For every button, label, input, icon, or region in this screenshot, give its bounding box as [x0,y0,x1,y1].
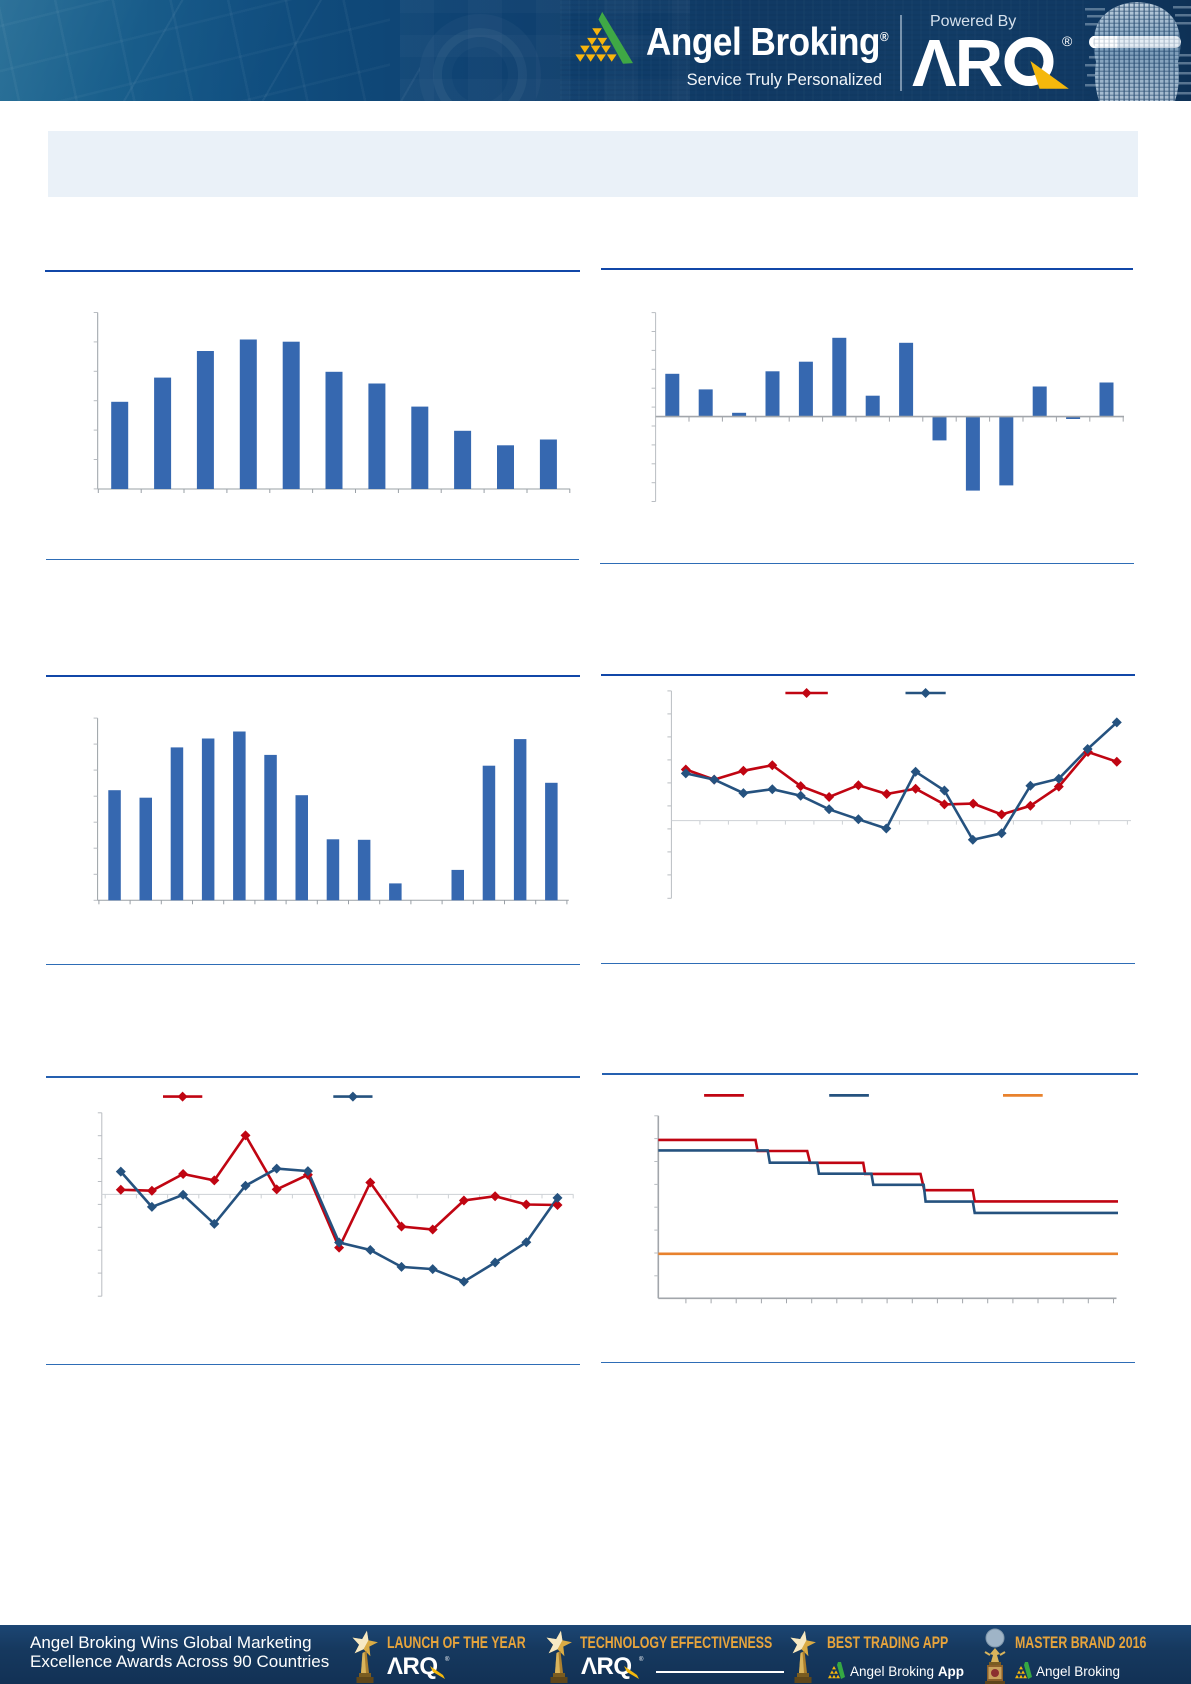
svg-text:ΛRQ: ΛRQ [387,1653,438,1679]
svg-text:®: ® [445,1656,450,1663]
svg-text:®: ® [639,1656,644,1663]
svg-text:ΛR: ΛR [912,30,1003,96]
svg-text:ΛRQ: ΛRQ [581,1653,632,1679]
svg-text:®: ® [1062,33,1073,49]
